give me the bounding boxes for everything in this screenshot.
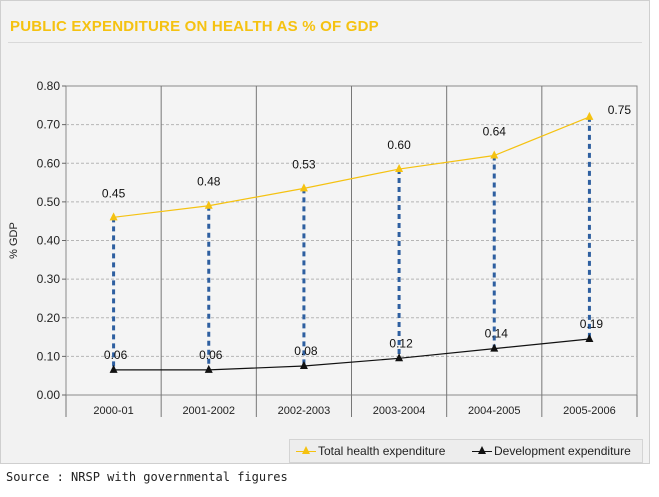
y-tick-label: 0.50 xyxy=(37,195,61,209)
total-data-label: 0.45 xyxy=(102,186,126,200)
legend-item-development: Development expenditure xyxy=(472,444,631,458)
development-data-label: 0.06 xyxy=(104,348,128,362)
development-line xyxy=(113,338,590,371)
legend-development-swatch xyxy=(472,445,492,457)
y-tick-label: 0.60 xyxy=(37,156,61,170)
development-point xyxy=(299,361,308,370)
source-note: Source : NRSP with governmental figures xyxy=(6,470,288,484)
y-tick-label: 0.30 xyxy=(37,272,61,286)
total-point xyxy=(490,150,499,159)
total-line xyxy=(113,116,590,218)
legend-total-swatch xyxy=(296,445,316,457)
title-divider xyxy=(8,42,642,43)
total-data-label: 0.48 xyxy=(197,175,221,189)
total-data-label: 0.60 xyxy=(387,138,411,152)
development-point xyxy=(204,364,213,373)
legend-development-label: Development expenditure xyxy=(494,444,631,458)
development-data-label: 0.12 xyxy=(389,336,413,350)
chart-title: PUBLIC EXPENDITURE ON HEALTH AS % OF GDP xyxy=(10,18,379,35)
development-point xyxy=(109,364,118,373)
y-tick-label: 0.70 xyxy=(37,118,61,132)
development-data-label: 0.06 xyxy=(199,348,223,362)
chart-legend: Total health expenditure Development exp… xyxy=(289,439,643,463)
development-data-label: 0.14 xyxy=(485,327,509,341)
y-tick-label: 0.80 xyxy=(37,79,61,93)
y-tick-label: 0.20 xyxy=(37,311,61,325)
y-axis-label: % GDP xyxy=(8,222,20,259)
total-data-label: 0.53 xyxy=(292,157,316,171)
development-point xyxy=(490,343,499,352)
x-tick-label: 2002-2003 xyxy=(278,405,331,417)
development-data-label: 0.19 xyxy=(580,317,604,331)
total-point xyxy=(109,212,118,221)
x-tick-label: 2000-01 xyxy=(93,405,133,417)
legend-total-label: Total health expenditure xyxy=(318,444,446,458)
y-tick-label: 0.10 xyxy=(37,349,61,363)
x-tick-label: 2003-2004 xyxy=(373,405,426,417)
development-data-label: 0.08 xyxy=(294,344,318,358)
y-tick-label: 0.40 xyxy=(37,234,61,248)
x-tick-label: 2004-2005 xyxy=(468,405,521,417)
x-tick-label: 2005-2006 xyxy=(563,405,616,417)
x-tick-label: 2001-2002 xyxy=(182,405,235,417)
development-point xyxy=(585,333,594,342)
total-point xyxy=(299,183,308,192)
total-point xyxy=(204,200,213,209)
total-point xyxy=(585,111,594,120)
total-point xyxy=(395,164,404,173)
total-data-label: 0.75 xyxy=(608,103,632,117)
legend-item-total: Total health expenditure xyxy=(296,444,445,458)
total-data-label: 0.64 xyxy=(483,125,507,139)
development-point xyxy=(395,353,404,362)
y-tick-label: 0.00 xyxy=(37,388,61,402)
